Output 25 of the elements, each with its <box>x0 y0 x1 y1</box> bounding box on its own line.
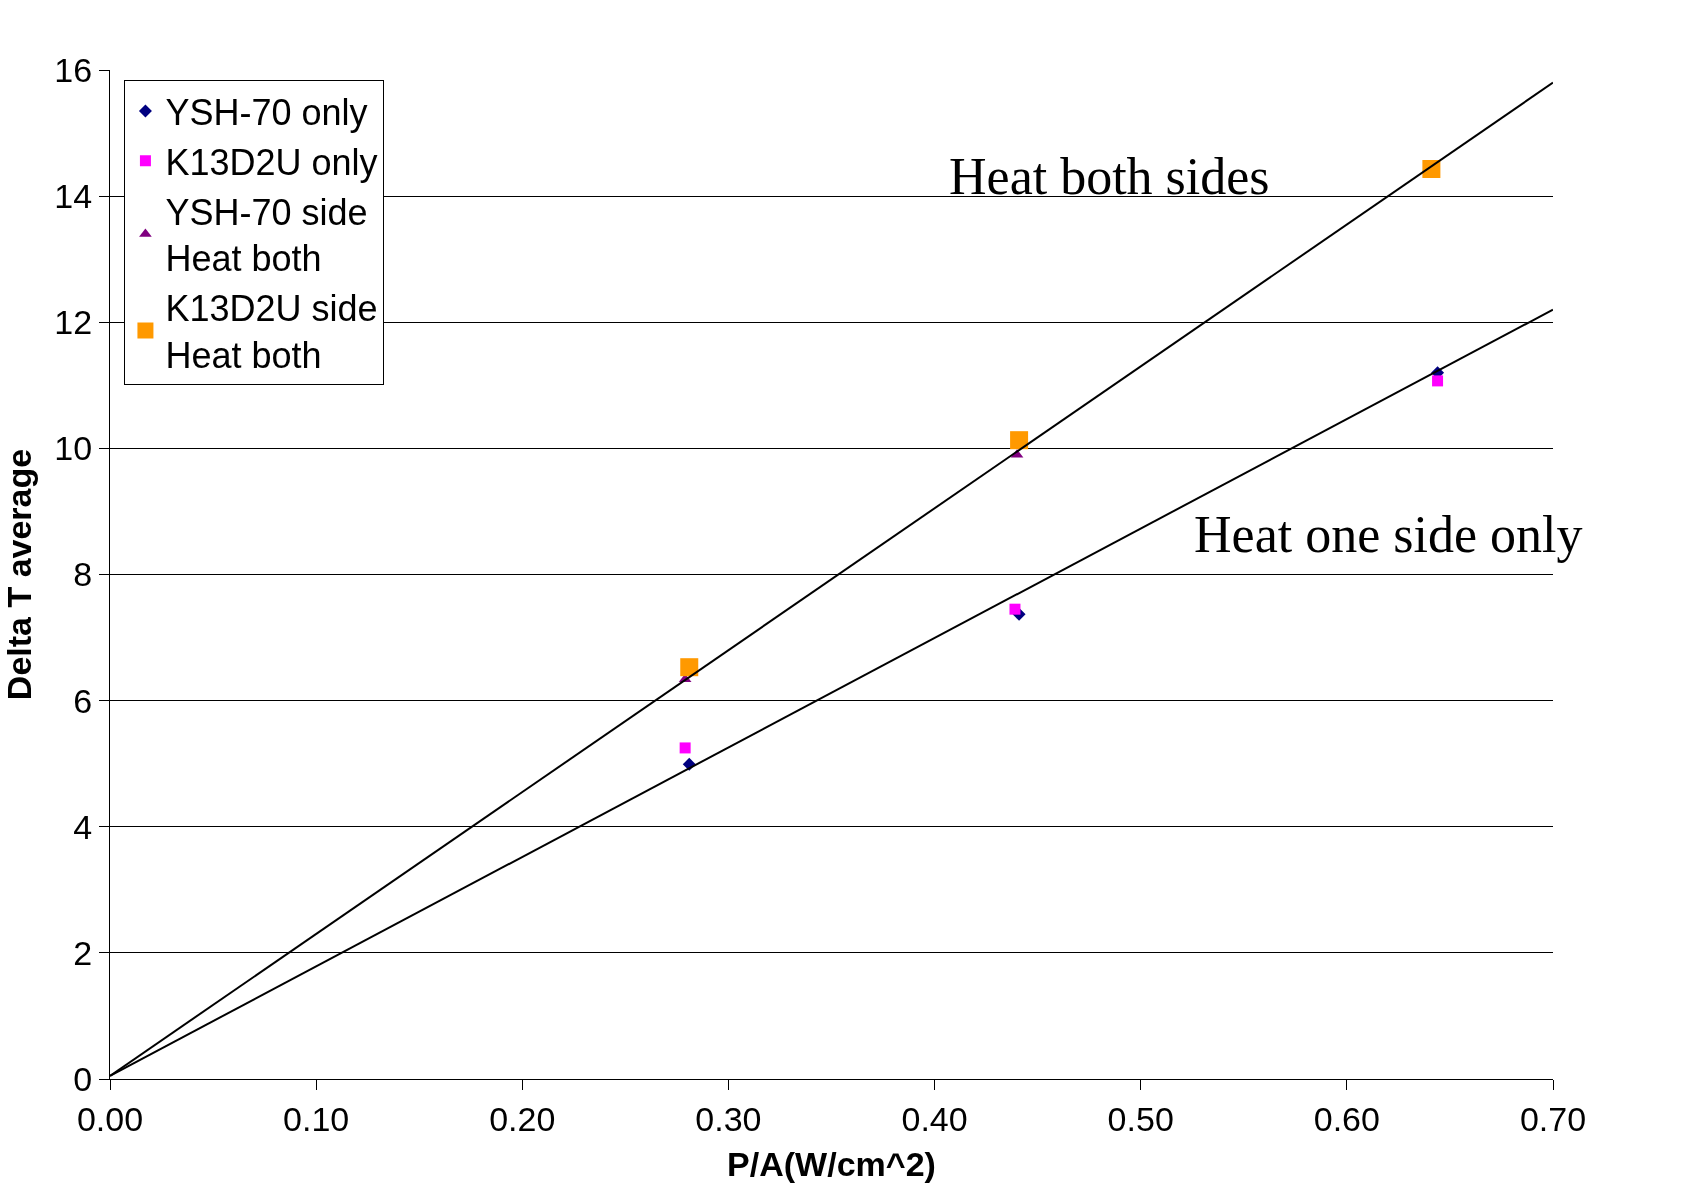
x-tick-label: 0.20 <box>489 1099 556 1138</box>
legend-label: YSH-70 only <box>165 92 368 134</box>
legend-label: YSH-70 side Heat both <box>165 191 368 280</box>
y-tick-label: 6 <box>73 681 93 720</box>
x-tick-label: 0.60 <box>1313 1099 1380 1138</box>
y-tick-label: 4 <box>73 807 93 846</box>
legend-label: K13D2U only <box>165 141 378 183</box>
annotation: Heat one side only <box>1194 506 1583 563</box>
x-tick-label: 0.10 <box>283 1099 350 1138</box>
y-tick-label: 10 <box>54 429 93 468</box>
annotation: Heat both sides <box>949 148 1270 205</box>
y-tick-label: 12 <box>54 303 93 342</box>
y-tick-label: 2 <box>73 933 93 972</box>
x-tick-label: 0.70 <box>1519 1099 1587 1138</box>
y-tick-label: 8 <box>73 555 93 594</box>
x-tick-label: 0.40 <box>901 1099 968 1138</box>
legend-label: K13D2U side Heat both <box>165 288 378 377</box>
y-axis-title: Delta T average <box>0 448 38 701</box>
x-tick-label: 0.30 <box>695 1099 762 1138</box>
y-tick-label: 16 <box>54 50 93 89</box>
y-tick-label: 14 <box>54 177 93 216</box>
y-tick-label: 0 <box>73 1059 93 1098</box>
x-tick-label: 0.50 <box>1107 1099 1174 1138</box>
x-axis-title: P/A(W/cm^2) <box>727 1145 936 1184</box>
x-tick-label: 0.00 <box>76 1099 144 1138</box>
